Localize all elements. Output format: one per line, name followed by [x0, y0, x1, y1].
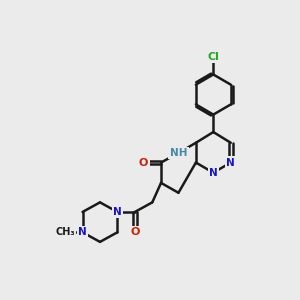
- Text: Cl: Cl: [207, 52, 219, 62]
- Text: N: N: [78, 227, 87, 237]
- Text: N: N: [113, 207, 122, 217]
- Text: N: N: [209, 168, 218, 178]
- Text: O: O: [139, 158, 148, 167]
- Text: N: N: [226, 158, 235, 167]
- Text: CH₃: CH₃: [55, 227, 75, 237]
- Text: NH: NH: [170, 148, 187, 158]
- Text: O: O: [130, 227, 140, 237]
